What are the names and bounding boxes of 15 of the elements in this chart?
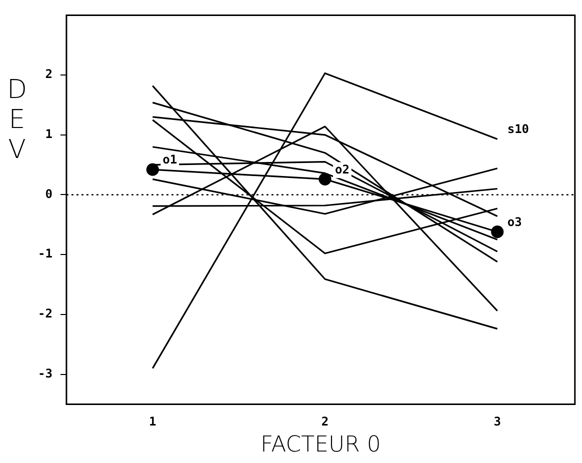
x-axis-title: FACTEUR 0: [260, 432, 381, 458]
annotation: o1: [162, 152, 178, 167]
x-tick-label: 3: [494, 414, 501, 429]
y-tick-label: -1: [38, 246, 52, 261]
annotation: o2: [334, 162, 350, 176]
y-tick-label: 2: [45, 67, 52, 82]
x-tick-label: 1: [149, 414, 156, 429]
annotation: s10: [507, 122, 530, 136]
y-tick-label: 1: [45, 127, 52, 142]
y-tick-label: -2: [38, 306, 52, 321]
x-tick-label: 2: [321, 414, 329, 429]
y-tick-label: -3: [38, 366, 52, 380]
y-axis-title: DEV: [6, 75, 28, 165]
y-tick-label: 0: [45, 186, 52, 201]
annotation: o3: [507, 214, 522, 229]
